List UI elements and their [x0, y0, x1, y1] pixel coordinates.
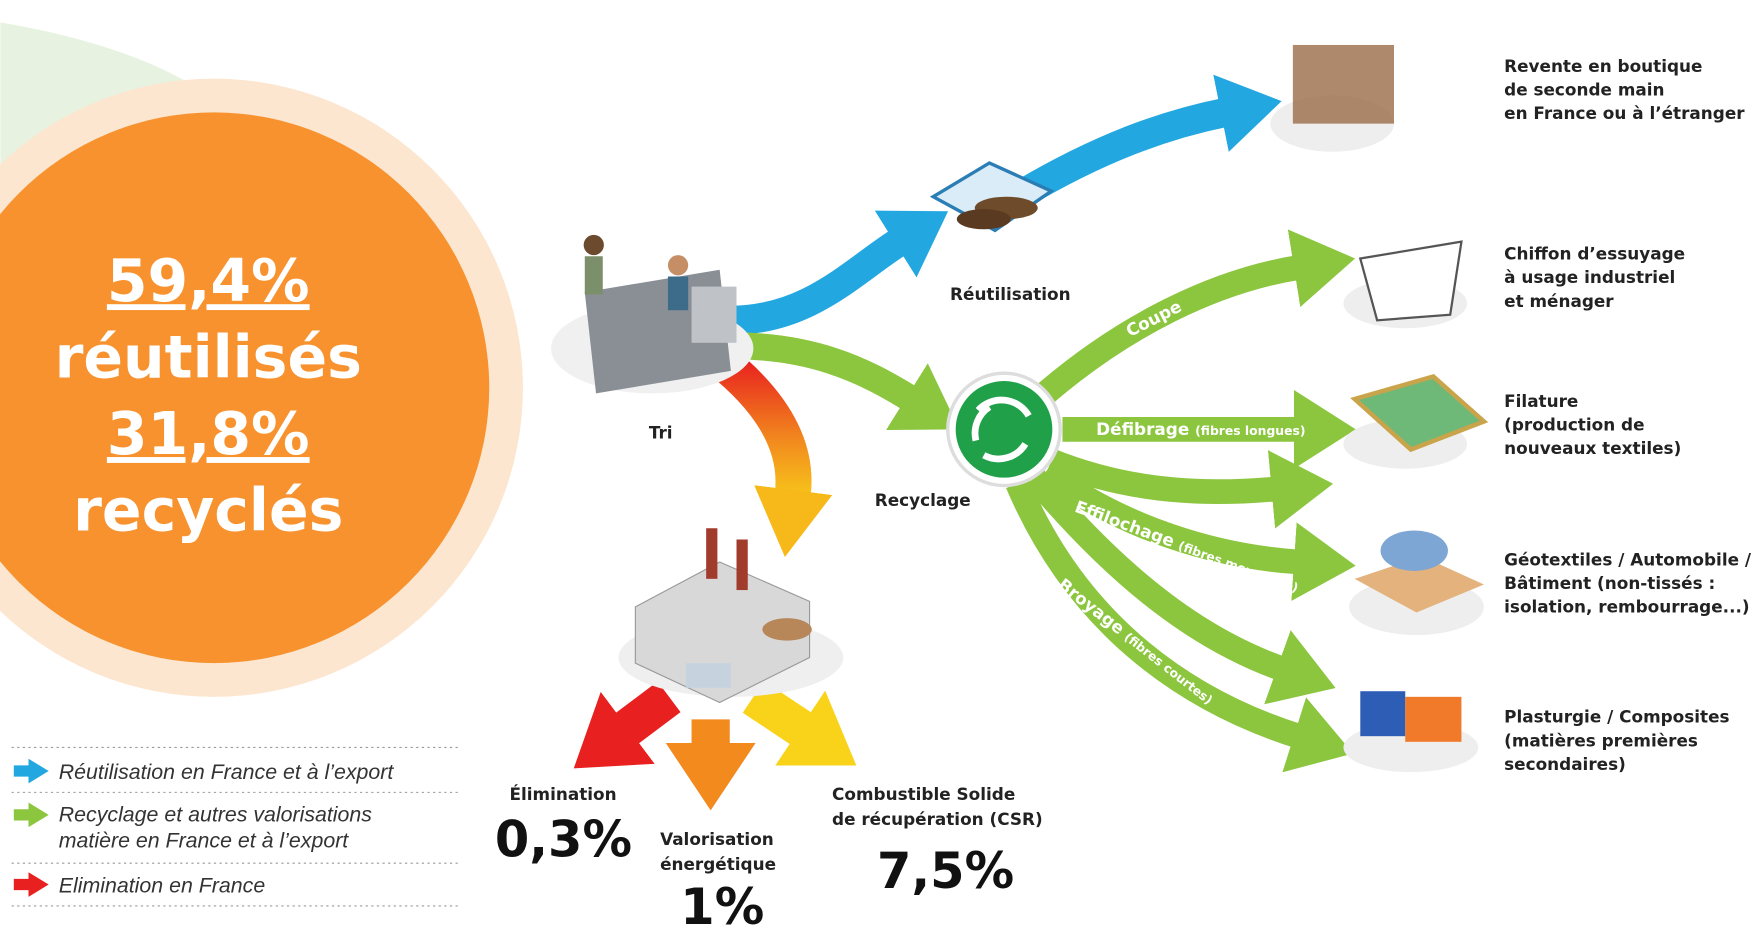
disposal-label: Combustible Solide: [832, 784, 1015, 804]
reuse-rate: 59,4%: [107, 247, 310, 315]
outcome-label: (production de: [1504, 414, 1644, 434]
outcome-label: Géotextiles / Automobile /: [1504, 549, 1752, 569]
outcome-label: nouveaux textiles): [1504, 438, 1681, 458]
legend-text: Elimination en France: [59, 873, 266, 897]
process-label: Coupe: [1123, 296, 1185, 341]
stage-label: Réutilisation: [950, 284, 1071, 304]
outcome-label: Filature: [1504, 391, 1578, 411]
stage-label: Recyclage: [875, 490, 971, 510]
recycling-icon: [948, 373, 1060, 485]
outcome-label: secondaires): [1504, 754, 1626, 774]
stage-label: Tri: [649, 422, 673, 442]
outcome-label: et ménager: [1504, 291, 1614, 311]
factory-icon: [618, 528, 843, 702]
outcomes: Revente en boutique de seconde main en Fra…: [1504, 56, 1752, 774]
disposal-rate: 1%: [680, 878, 764, 925]
outcome-label: Chiffon d’essuyage: [1504, 244, 1685, 264]
disposal-rate: 0,3%: [495, 810, 632, 868]
disposal-rate: 7,5%: [877, 842, 1014, 900]
disposal-label: Élimination: [509, 783, 616, 804]
infographic: 59,4% réutilisés 31,8% recyclés Réutilis…: [0, 0, 1754, 925]
reuse-label: réutilisés: [55, 324, 362, 392]
outcome-label: (matières premières: [1504, 730, 1698, 750]
disposal-label: énergétique: [660, 854, 776, 874]
recycle-label: recyclés: [73, 476, 343, 544]
recycle-rate: 31,8%: [107, 400, 310, 468]
outcome-label: Bâtiment (non-tissés :: [1504, 573, 1715, 593]
legend-text: matière en France et à l’export: [59, 828, 350, 852]
outcome-label: de seconde main: [1504, 80, 1664, 100]
outcome-label: Revente en boutique: [1504, 56, 1702, 76]
sorting-icon: [551, 235, 753, 393]
legend-text: Recyclage et autres valorisations: [59, 803, 373, 827]
outcome-icons: [1270, 45, 1484, 772]
outcome-label: en France ou à l’étranger: [1504, 103, 1745, 123]
legend-text: Réutilisation en France et à l’export: [59, 760, 395, 784]
disposal-label: de récupération (CSR): [832, 809, 1043, 829]
outcome-label: isolation, rembourrage...): [1504, 597, 1749, 617]
disposal-label: Valorisation: [660, 829, 774, 849]
outcome-label: Plasturgie / Composites: [1504, 707, 1729, 727]
outcome-label: à usage industriel: [1504, 267, 1675, 287]
